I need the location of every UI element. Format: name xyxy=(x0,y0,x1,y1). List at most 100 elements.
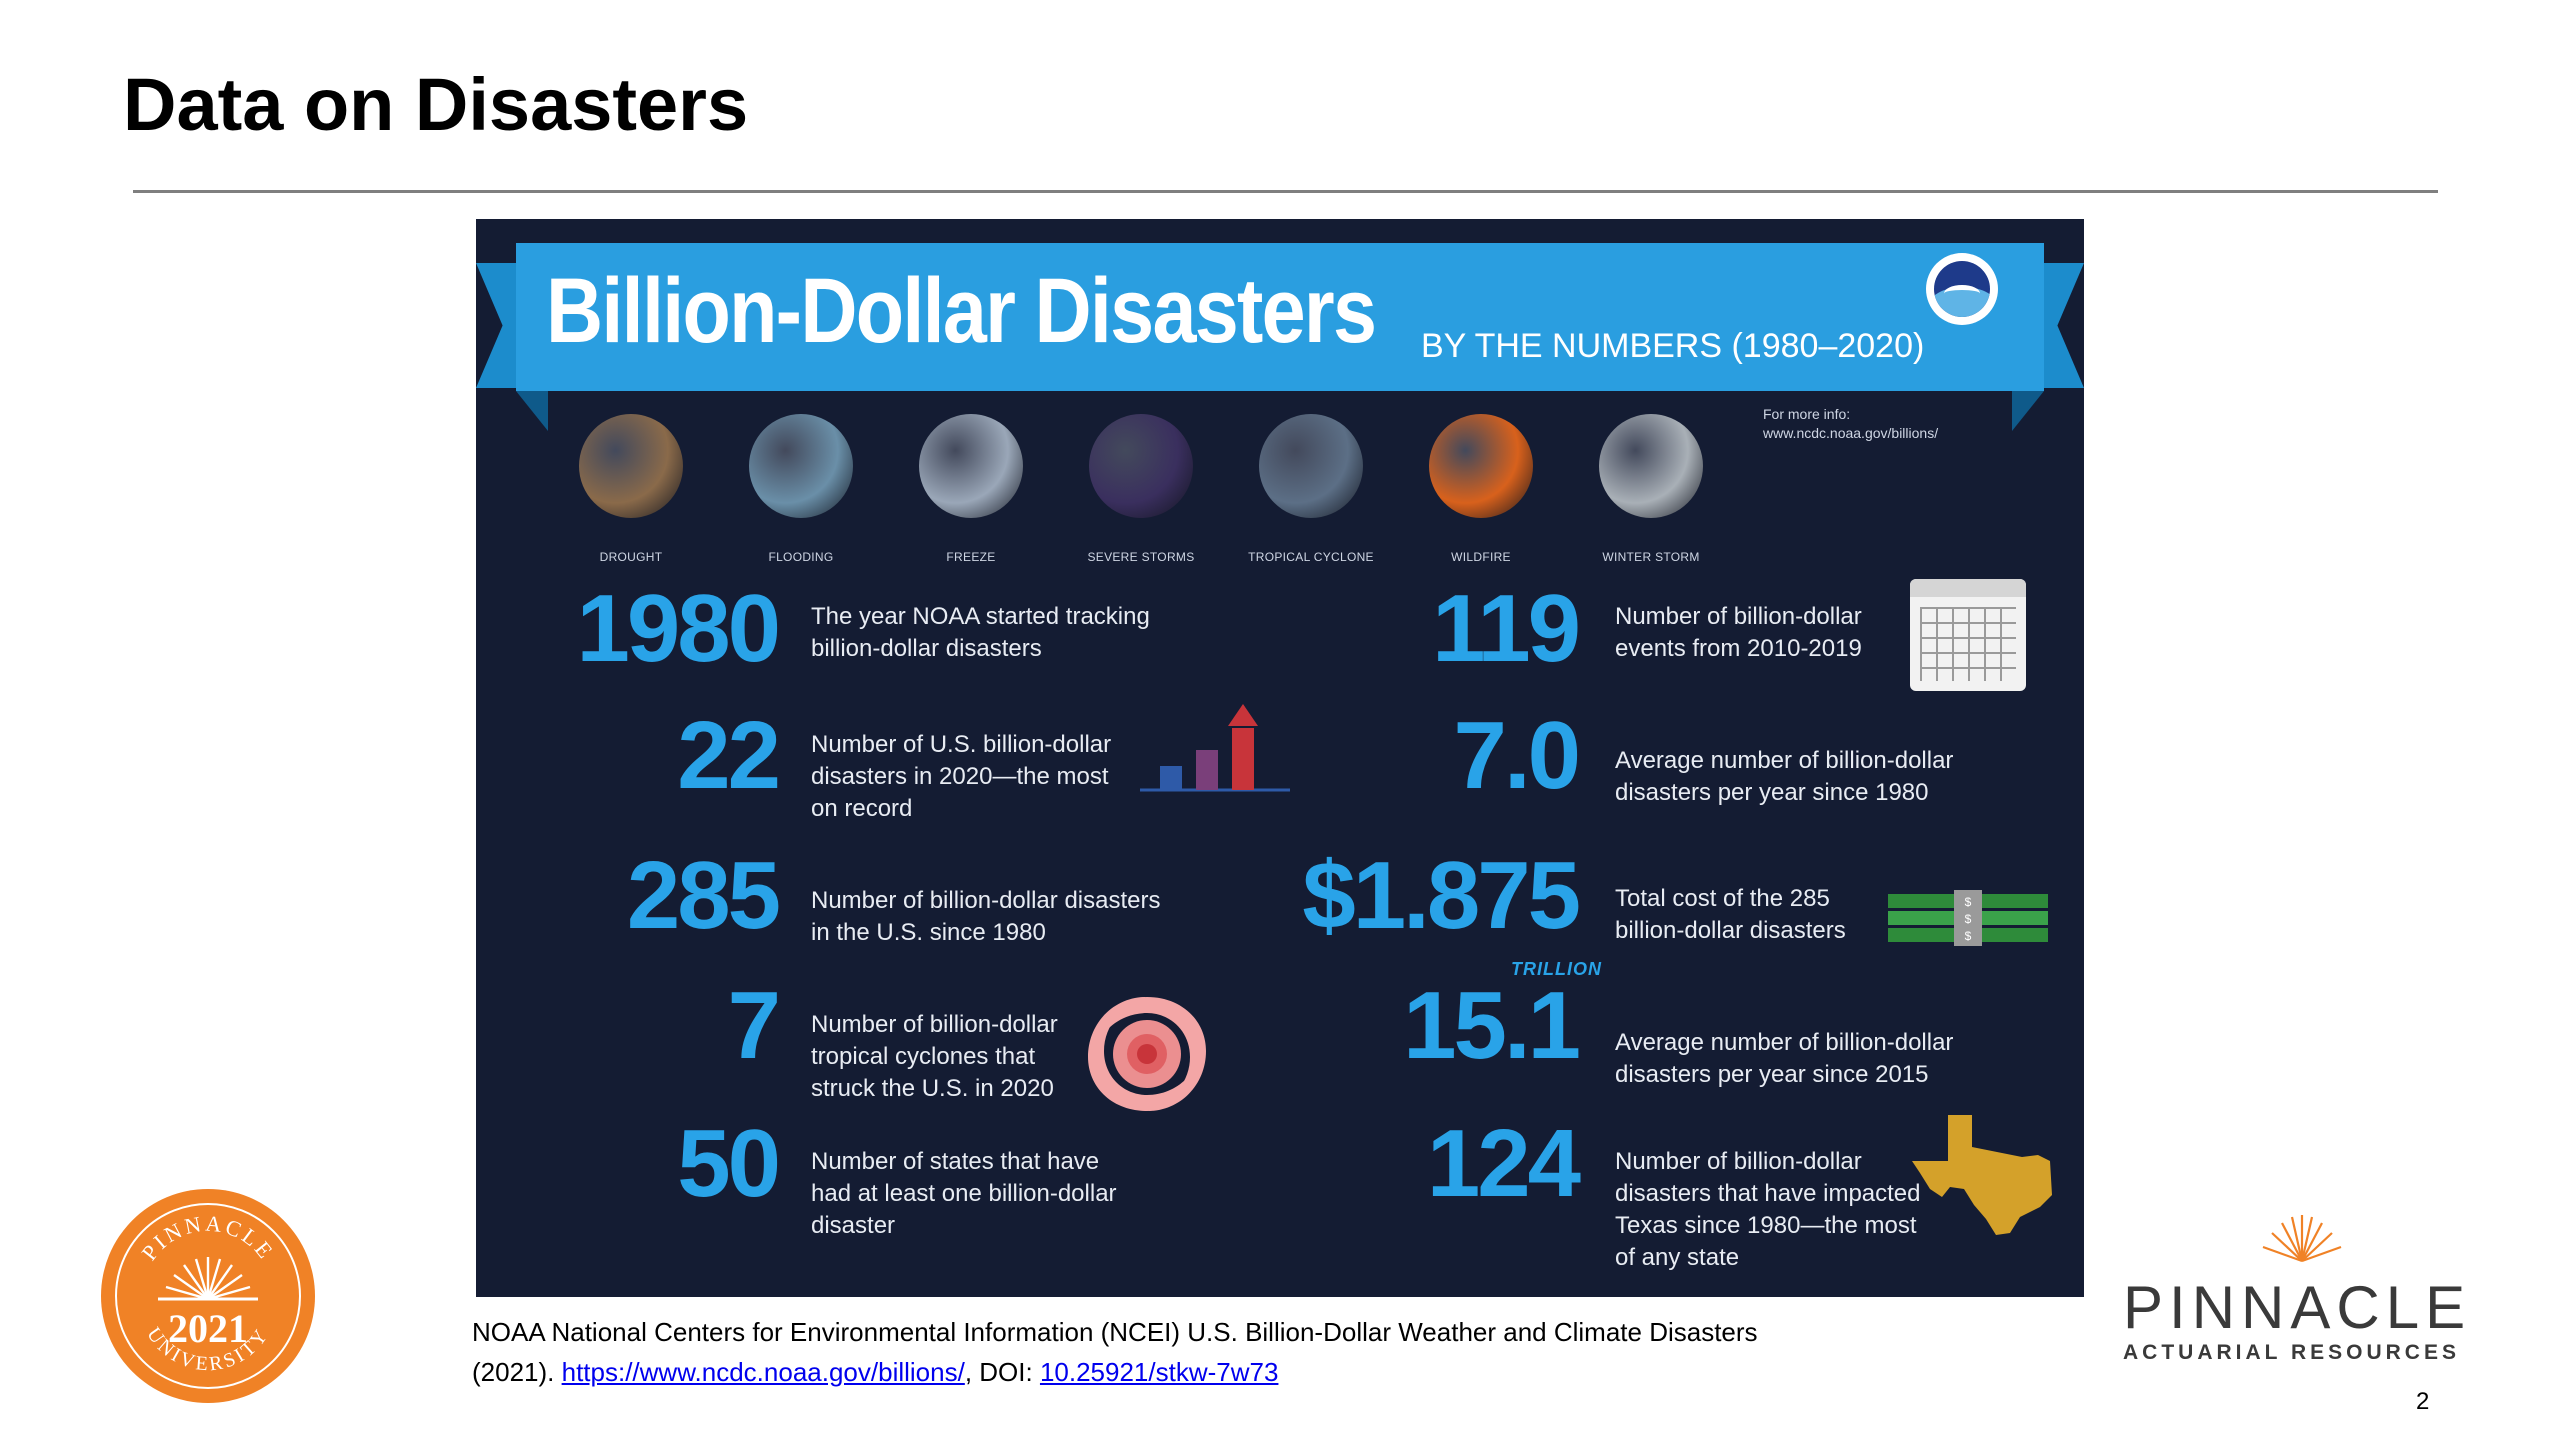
citation: NOAA National Centers for Environmental … xyxy=(472,1312,1972,1392)
more-info-url: www.ncdc.noaa.gov/billions/ xyxy=(1763,425,1939,441)
stat-description: The year NOAA started tracking billion-do… xyxy=(811,601,1150,665)
ribbon-fold-left xyxy=(516,391,548,431)
rising-bars-icon xyxy=(1140,704,1290,792)
hazard-label: SEVERE STORMS xyxy=(1087,550,1195,564)
money-stack-icon: $ $ $ xyxy=(1888,890,2048,946)
stat-description-line: Number of U.S. billion-dollar xyxy=(811,731,1112,758)
hurricane-icon xyxy=(1088,997,1206,1111)
stat-description-line: on record xyxy=(811,795,913,822)
stat-number: 15.1 xyxy=(1403,972,1581,1079)
pinnacle-actuarial-logo: PINNACLE ACTUARIAL RESOURCES xyxy=(2123,1213,2472,1364)
hazard-label: WINTER STORM xyxy=(1602,550,1700,564)
citation-line-1: NOAA National Centers for Environmental … xyxy=(472,1317,1758,1347)
hazard-freeze: FREEZE xyxy=(901,414,1041,564)
money-symbol-1: $ xyxy=(1965,895,1972,909)
stat-description-line: Total cost of the 285 xyxy=(1615,885,1830,912)
stat-number: 7 xyxy=(727,972,781,1079)
title-divider xyxy=(133,190,2438,193)
stat-description-line: had at least one billion-dollar xyxy=(811,1180,1117,1207)
hazard-drought: DROUGHT xyxy=(561,414,701,564)
stat-description-line: Average number of billion-dollar xyxy=(1615,747,1954,774)
stat-description-line: Average number of billion-dollar xyxy=(1615,1029,1954,1056)
stat-description-line: events from 2010-2019 xyxy=(1615,635,1862,662)
hazard-photo-icon xyxy=(1259,414,1363,518)
hazard-severe-storms: SEVERE STORMS xyxy=(1071,414,1211,564)
stat-description-line: disasters that have impacted xyxy=(1615,1180,1921,1207)
stat-number: $1.875 xyxy=(1302,842,1581,949)
stat-number: 22 xyxy=(677,702,781,809)
stat-number: 124 xyxy=(1426,1110,1581,1217)
infographic-title: Billion-Dollar Disasters xyxy=(546,260,1377,362)
hazard-photo-icon xyxy=(1599,414,1703,518)
stat-description-line: disasters per year since 2015 xyxy=(1615,1061,1929,1088)
stat-description-line: disasters in 2020—the most xyxy=(811,763,1109,790)
trillion-label: TRILLION xyxy=(1511,959,1602,979)
hazard-winter-storm: WINTER STORM xyxy=(1581,414,1721,564)
hazard-label: FREEZE xyxy=(946,550,996,564)
hazard-tropical-cyclone: TROPICAL CYCLONE xyxy=(1241,414,1381,564)
stat-description: Number of U.S. billion-dollar disasters i… xyxy=(811,729,1111,825)
stat-description: Average number of billion-dollar disaster… xyxy=(1615,1027,1953,1091)
stat-number: 7.0 xyxy=(1453,702,1581,809)
stat-description-line: Number of billion-dollar xyxy=(811,1011,1058,1038)
stat-description-line: Number of billion-dollar disasters xyxy=(811,887,1161,914)
stat-description: Average number of billion-dollar disaster… xyxy=(1615,745,1953,809)
citation-url-link[interactable]: https://www.ncdc.noaa.gov/billions/ xyxy=(561,1357,965,1387)
brand-sun-icon xyxy=(2262,1215,2342,1263)
stat-number: 1980 xyxy=(576,575,781,682)
citation-line-2: (2021). https://www.ncdc.noaa.gov/billio… xyxy=(472,1352,1972,1392)
stat-description: Number of billion-dollar tropical cyclone… xyxy=(811,1009,1058,1105)
stat-description-line: disaster xyxy=(811,1212,896,1239)
citation-doi-link[interactable]: 10.25921/stkw-7w73 xyxy=(1039,1357,1279,1387)
title-ribbon xyxy=(516,243,2044,391)
stat-description: Number of states that have had at least o… xyxy=(811,1146,1117,1242)
stat-description-line: Texas since 1980—the most xyxy=(1615,1212,1917,1239)
stat-description-line: Number of states that have xyxy=(811,1148,1100,1175)
hazard-photo-icon xyxy=(749,414,853,518)
ribbon-fold-right xyxy=(2012,391,2044,431)
stat-description-line: Number of billion-dollar xyxy=(1615,603,1862,630)
infographic-image: Billion-Dollar Disasters BY THE NUMBERS … xyxy=(476,219,2084,1297)
infographic-subtitle: BY THE NUMBERS (1980–2020) xyxy=(1421,327,1925,365)
texas-map-icon xyxy=(1912,1115,2052,1235)
stat-description: Number of billion-dollar disasters that h… xyxy=(1615,1146,1921,1274)
hazard-label: WILDFIRE xyxy=(1451,550,1511,564)
pinnacle-university-seal: PINNACLE UNIVERSITY 2021 xyxy=(101,1189,315,1403)
stat-description-line: The year NOAA started tracking xyxy=(811,603,1150,630)
citation-prefix: (2021). xyxy=(472,1357,562,1387)
noaa-logo-icon xyxy=(1926,253,1998,325)
stat-description: Number of billion-dollar events from 2010… xyxy=(1615,601,1862,665)
hazard-photo-icon xyxy=(579,414,683,518)
stat-description-line: billion-dollar disasters xyxy=(811,635,1042,662)
stat-description-line: of any state xyxy=(1615,1244,1740,1271)
hazard-photo-icon xyxy=(919,414,1023,518)
stat-description: Total cost of the 285 billion-dollar disa… xyxy=(1615,883,1846,947)
stat-description-line: tropical cyclones that xyxy=(811,1043,1036,1070)
stat-number: 50 xyxy=(677,1110,781,1217)
more-info: For more info: www.ncdc.noaa.gov/billion… xyxy=(1763,405,1938,443)
hazard-wildfire: WILDFIRE xyxy=(1411,414,1551,564)
hazard-flooding: FLOODING xyxy=(731,414,871,564)
citation-doi-label: , DOI: xyxy=(964,1357,1040,1387)
hazard-icons-row: DROUGHT FLOODING FREEZE SEVERE STORMS TROPIC… xyxy=(576,414,1703,574)
seal-sun-icon xyxy=(158,1257,258,1301)
stat-number: 285 xyxy=(626,842,781,949)
stat-description-line: Number of billion-dollar xyxy=(1615,1148,1862,1175)
stat-number: 119 xyxy=(1432,575,1581,682)
money-symbol-2: $ xyxy=(1965,912,1972,926)
brand-subtitle: ACTUARIAL RESOURCES xyxy=(2123,1341,2460,1364)
hazard-label: DROUGHT xyxy=(599,550,663,564)
calendar-icon xyxy=(1910,579,2026,691)
more-info-label: For more info: xyxy=(1763,406,1851,422)
page-number: 2 xyxy=(2416,1388,2430,1415)
hazard-label: FLOODING xyxy=(768,550,834,564)
seal-text-ring: PINNACLE UNIVERSITY xyxy=(136,1210,276,1375)
stat-description-line: disasters per year since 1980 xyxy=(1615,779,1929,806)
money-symbol-3: $ xyxy=(1965,929,1972,943)
slide-title: Data on Disasters xyxy=(123,63,749,146)
stat-description-line: struck the U.S. in 2020 xyxy=(811,1075,1054,1102)
hazard-label: TROPICAL CYCLONE xyxy=(1248,550,1374,564)
hazard-photo-icon xyxy=(1429,414,1533,518)
hazard-photo-icon xyxy=(1089,414,1193,518)
brand-name: PINNACLE xyxy=(2123,1274,2472,1341)
